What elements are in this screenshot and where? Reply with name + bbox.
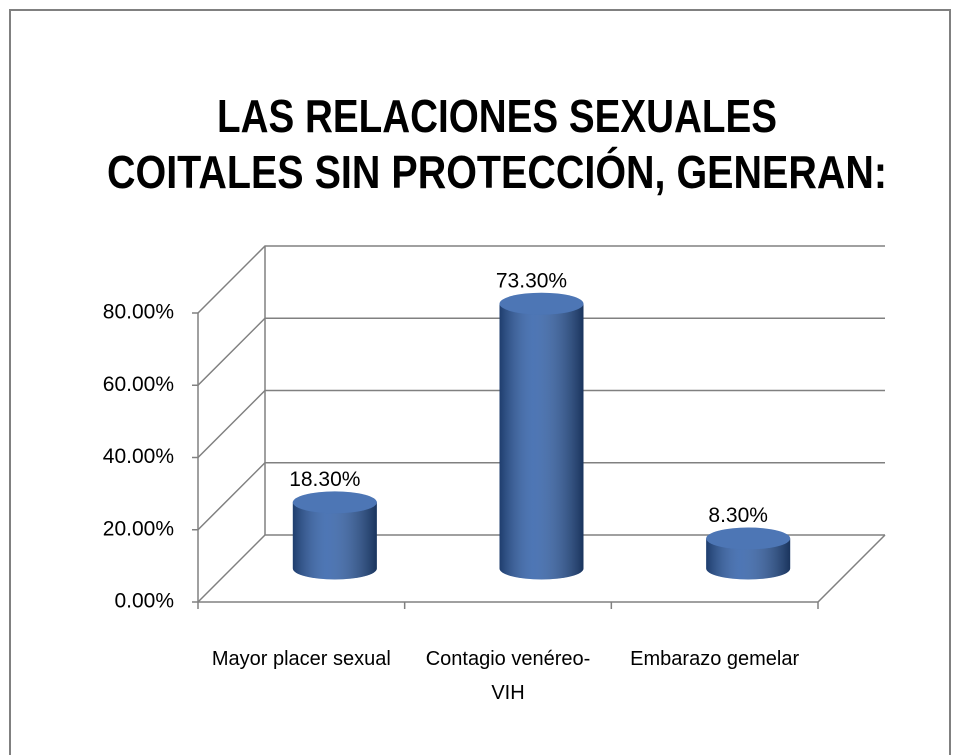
chart-title: LAS RELACIONES SEXUALES	[217, 90, 777, 142]
bar-top-shade	[706, 527, 791, 550]
y-tick-label: 40.00%	[103, 445, 174, 468]
chart-title: COITALES SIN PROTECCIÓN, GENERAN:	[107, 146, 887, 198]
bar-top-shade	[292, 491, 377, 514]
bar-top-shade	[499, 292, 584, 315]
bar-top	[499, 292, 584, 315]
frame	[9, 9, 951, 755]
y-tick-label: 60.00%	[103, 373, 174, 396]
bar-shade	[499, 303, 584, 580]
y-tick-label: 20.00%	[103, 517, 174, 540]
bar-top	[706, 527, 791, 550]
x-tick-label: Mayor placer sexual	[211, 648, 391, 670]
y-tick-label: 80.00%	[103, 301, 174, 324]
x-tick-label: Embarazo gemelar	[630, 648, 800, 670]
bar-top	[292, 491, 377, 514]
y-tick-label: 0.00%	[114, 590, 174, 613]
value-label: 8.30%	[708, 504, 768, 527]
x-tick-label: Contagio venéreo-VIH	[425, 648, 591, 704]
value-label: 73.30%	[496, 269, 567, 292]
bar-shade	[292, 502, 377, 580]
value-label: 18.30%	[289, 468, 360, 491]
bar-shade	[706, 538, 791, 580]
